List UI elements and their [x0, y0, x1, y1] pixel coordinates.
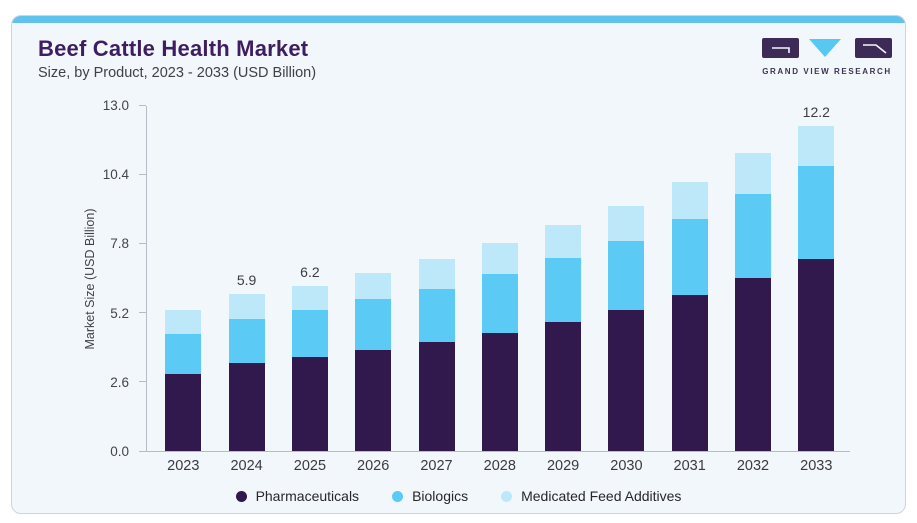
- stacked-bar-2033: [798, 126, 835, 451]
- x-tick-label-2029: 2029: [546, 458, 580, 474]
- x-tick-label-2026: 2026: [357, 458, 390, 474]
- bar-value-label-2024: 5.9: [236, 271, 257, 288]
- bar-segment-medicated-feed-additives-2025: [291, 286, 328, 310]
- y-tick-mark: [139, 173, 146, 175]
- bar-segment-medicated-feed-additives-2032: [735, 152, 771, 195]
- bar-segment-biologics-2029: [545, 258, 582, 322]
- bar-segment-medicated-feed-additives-2028: [481, 243, 518, 274]
- bar-segment-pharmaceuticals-2031: [671, 295, 708, 451]
- chart-header: Beef Cattle Health Market Size, by Produ…: [38, 36, 316, 81]
- y-tick-label: 7.8: [110, 236, 129, 252]
- chart-legend: Pharmaceuticals Biologics Medicated Feed A…: [12, 488, 905, 504]
- page-subtitle: Size, by Product, 2023 - 2033 (USD Billi…: [38, 65, 317, 81]
- bar-segment-medicated-feed-additives-2026: [355, 272, 392, 300]
- bar-segment-medicated-feed-additives-2027: [418, 259, 455, 289]
- y-tick-label: 5.2: [110, 305, 129, 321]
- bar-segment-pharmaceuticals-2027: [418, 341, 455, 451]
- y-tick-label: 0.0: [110, 444, 129, 459]
- legend-label: Medicated Feed Additives: [521, 488, 682, 504]
- brand-name: GRAND VIEW RESEARCH: [762, 67, 892, 76]
- bar-segment-biologics-2030: [608, 240, 645, 310]
- bar-value-label-2033: 12.2: [802, 104, 830, 121]
- x-tick-label-2031: 2031: [673, 458, 706, 474]
- bar-segment-medicated-feed-additives-2031: [671, 182, 708, 220]
- legend-label: Biologics: [412, 488, 469, 504]
- chart-card: Beef Cattle Health Market Size, by Produ…: [11, 15, 906, 514]
- stacked-bar-2028: [481, 243, 518, 451]
- bar-segment-biologics-2031: [671, 219, 708, 296]
- stacked-bar-2026: [355, 272, 392, 451]
- stacked-bar-2029: [545, 224, 582, 451]
- bar-segment-pharmaceuticals-2029: [545, 321, 582, 451]
- bar-segment-pharmaceuticals-2030: [608, 309, 645, 451]
- y-tick-label: 2.6: [110, 374, 129, 390]
- bar-segment-biologics-2025: [291, 309, 328, 357]
- bar-segment-pharmaceuticals-2025: [291, 356, 328, 451]
- y-tick-mark: [139, 450, 146, 452]
- y-tick-mark: [139, 104, 146, 106]
- gvr-logo-icon: [762, 38, 892, 58]
- y-tick-mark: [139, 381, 146, 383]
- legend-dot-icon: [392, 490, 404, 502]
- bar-segment-pharmaceuticals-2026: [355, 349, 392, 451]
- bar-segment-pharmaceuticals-2033: [798, 259, 835, 451]
- x-tick-label-2024: 2024: [230, 458, 263, 474]
- stacked-bar-2030: [608, 206, 645, 451]
- bar-segment-biologics-2024: [228, 319, 265, 364]
- y-tick-mark: [139, 242, 146, 244]
- bar-segment-biologics-2023: [165, 333, 202, 374]
- x-tick-label-2023: 2023: [167, 458, 200, 474]
- stacked-bar-2023: [165, 309, 202, 451]
- brand-logo: GRAND VIEW RESEARCH: [762, 38, 892, 76]
- y-tick-label: 13.0: [102, 98, 129, 113]
- x-tick-label-2032: 2032: [736, 458, 770, 474]
- bar-segment-biologics-2026: [355, 299, 392, 350]
- bar-value-label-2025: 6.2: [300, 264, 320, 280]
- x-tick-label-2028: 2028: [483, 458, 516, 474]
- x-tick-label-2025: 2025: [293, 458, 327, 474]
- y-tick-label: 10.4: [102, 167, 129, 183]
- bar-segment-medicated-feed-additives-2033: [798, 126, 835, 167]
- bar-segment-pharmaceuticals-2023: [165, 373, 202, 451]
- stacked-bar-2027: [418, 259, 455, 451]
- bar-segment-biologics-2028: [481, 274, 518, 333]
- legend-item-pharmaceuticals: Pharmaceuticals: [235, 488, 360, 504]
- legend-dot-icon: [501, 490, 513, 502]
- legend-label: Pharmaceuticals: [255, 488, 360, 504]
- legend-item-biologics: Biologics: [392, 488, 468, 504]
- y-tick-mark: [139, 312, 146, 314]
- stacked-bar-2031: [671, 182, 708, 451]
- bar-segment-medicated-feed-additives-2029: [545, 224, 582, 259]
- stacked-bar-2025: [291, 286, 328, 451]
- legend-dot-icon: [235, 490, 247, 502]
- x-tick-label-2033: 2033: [800, 458, 833, 474]
- bar-segment-biologics-2032: [735, 194, 771, 278]
- x-tick-label-2027: 2027: [420, 458, 453, 474]
- bar-segment-medicated-feed-additives-2024: [228, 293, 265, 320]
- bar-segment-biologics-2027: [418, 288, 455, 342]
- bar-segment-pharmaceuticals-2032: [735, 278, 771, 451]
- page-title: Beef Cattle Health Market: [38, 36, 309, 61]
- y-axis-title: Market Size (USD Billion): [83, 207, 97, 350]
- bar-segment-pharmaceuticals-2028: [481, 332, 518, 451]
- plot-area: Market Size (USD Billion) 0.0 2.6 5.2 7.8 10…: [83, 98, 850, 474]
- stacked-bar-2024: [228, 293, 265, 451]
- bar-segment-medicated-feed-additives-2030: [608, 206, 645, 241]
- stacked-bar-2032: [735, 152, 771, 451]
- bar-segment-pharmaceuticals-2024: [228, 363, 265, 451]
- bar-segment-medicated-feed-additives-2023: [165, 309, 202, 334]
- legend-item-medicated-feed-additives: Medicated Feed Additives: [501, 488, 681, 504]
- bar-segment-biologics-2033: [798, 166, 835, 260]
- x-tick-label-2030: 2030: [610, 458, 643, 474]
- card-top-accent-strip: [12, 16, 905, 23]
